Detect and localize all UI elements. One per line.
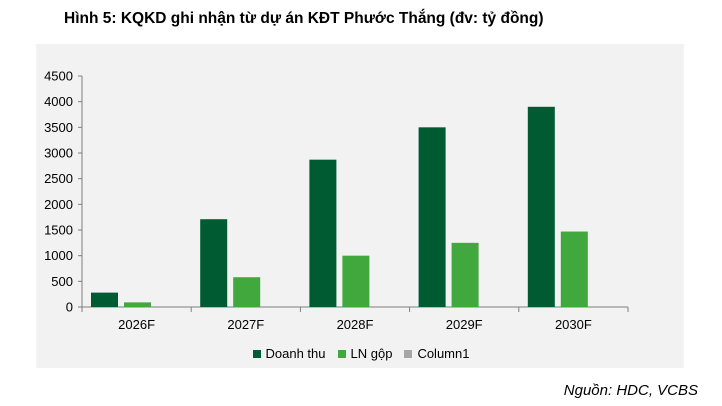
bar-ln-gộp-2026F: [124, 302, 151, 307]
y-tick-label: 0: [66, 300, 73, 315]
legend-label-column1: Column1: [417, 346, 470, 361]
legend-item-doanh-thu: Doanh thu: [252, 346, 326, 361]
legend-label-doanh-thu: Doanh thu: [265, 346, 326, 361]
bar-ln-gộp-2030F: [560, 231, 588, 307]
bars: [91, 106, 588, 307]
bar-ln-gộp-2028F: [342, 255, 370, 307]
y-axis: 0 500 1000 1500 2000 2500 3000 3500 4000 4500: [44, 69, 83, 315]
legend-swatch-ln-gop: [337, 349, 346, 358]
x-tick-label: 2030F: [555, 317, 592, 332]
bar-doanh-thu-2028F: [309, 159, 337, 307]
y-tick-label: 4500: [44, 69, 73, 84]
y-tick-label: 500: [51, 274, 73, 289]
x-tick-label: 2026F: [118, 317, 155, 332]
legend-item-column1: Column1: [404, 346, 469, 361]
source-note: Nguồn: HDC, VCBS: [563, 382, 698, 399]
x-tick-label: 2028F: [337, 317, 374, 332]
legend-item-ln-gop: LN gộp: [337, 346, 393, 361]
y-tick-label: 4000: [44, 94, 73, 109]
bar-ln-gộp-2027F: [233, 277, 261, 307]
bar-doanh-thu-2027F: [200, 219, 228, 307]
chart-panel: [36, 44, 684, 368]
bar-ln-gộp-2029F: [451, 242, 479, 307]
legend-swatch-column1: [404, 349, 413, 358]
bar-doanh-thu-2030F: [527, 106, 555, 307]
y-tick-label: 1000: [44, 248, 73, 263]
legend-swatch-doanh-thu: [252, 349, 261, 358]
y-tick-label: 3000: [44, 146, 73, 161]
legend-label-ln-gop: LN gộp: [350, 346, 393, 361]
y-tick-label: 2500: [44, 171, 73, 186]
x-axis: 2026F 2027F 2028F 2029F 2030F: [81, 306, 629, 332]
y-tick-label: 1500: [44, 223, 73, 238]
y-tick-label: 3500: [44, 120, 73, 135]
chart-title: Hình 5: KQKD ghi nhận từ dự án KĐT Phước…: [64, 10, 544, 27]
legend: Doanh thu LN gộp Column1: [0, 346, 722, 361]
bar-doanh-thu-2026F: [91, 292, 118, 307]
bar-doanh-thu-2029F: [418, 127, 446, 307]
x-tick-label: 2029F: [446, 317, 483, 332]
y-tick-label: 2000: [44, 197, 73, 212]
x-tick-label: 2027F: [227, 317, 264, 332]
